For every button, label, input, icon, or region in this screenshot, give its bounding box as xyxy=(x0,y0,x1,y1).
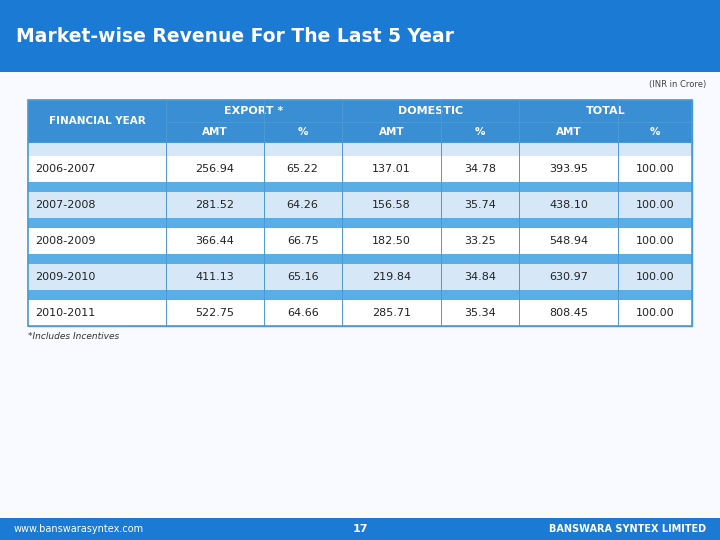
Text: %: % xyxy=(297,127,308,137)
Text: 2009-2010: 2009-2010 xyxy=(35,272,95,282)
Text: (INR in Crore): (INR in Crore) xyxy=(649,80,706,89)
FancyBboxPatch shape xyxy=(0,0,720,72)
FancyBboxPatch shape xyxy=(341,100,519,122)
Text: 366.44: 366.44 xyxy=(196,236,235,246)
Text: BANSWARA SYNTEX LIMITED: BANSWARA SYNTEX LIMITED xyxy=(549,524,706,534)
Text: 182.50: 182.50 xyxy=(372,236,411,246)
Text: 2010-2011: 2010-2011 xyxy=(35,308,95,318)
FancyBboxPatch shape xyxy=(28,182,692,192)
Text: EXPORT *: EXPORT * xyxy=(225,106,284,116)
Text: AMT: AMT xyxy=(556,127,582,137)
Text: 393.95: 393.95 xyxy=(549,164,588,174)
Text: AMT: AMT xyxy=(379,127,404,137)
FancyBboxPatch shape xyxy=(28,290,692,300)
Text: 100.00: 100.00 xyxy=(636,236,675,246)
Text: 548.94: 548.94 xyxy=(549,236,588,246)
FancyBboxPatch shape xyxy=(441,122,519,142)
Text: 2007-2008: 2007-2008 xyxy=(35,200,96,210)
Text: 808.45: 808.45 xyxy=(549,308,588,318)
Text: 522.75: 522.75 xyxy=(196,308,235,318)
FancyBboxPatch shape xyxy=(28,100,692,326)
Text: AMT: AMT xyxy=(202,127,228,137)
Text: 438.10: 438.10 xyxy=(549,200,588,210)
Text: Market-wise Revenue For The Last 5 Year: Market-wise Revenue For The Last 5 Year xyxy=(16,26,454,45)
FancyBboxPatch shape xyxy=(28,192,692,218)
FancyBboxPatch shape xyxy=(28,100,166,142)
Text: 100.00: 100.00 xyxy=(636,200,675,210)
FancyBboxPatch shape xyxy=(166,122,264,142)
Text: 100.00: 100.00 xyxy=(636,308,675,318)
Text: 65.22: 65.22 xyxy=(287,164,319,174)
Text: 219.84: 219.84 xyxy=(372,272,411,282)
FancyBboxPatch shape xyxy=(341,122,441,142)
Text: 281.52: 281.52 xyxy=(196,200,235,210)
Text: TOTAL: TOTAL xyxy=(585,106,625,116)
Text: 66.75: 66.75 xyxy=(287,236,318,246)
Text: 411.13: 411.13 xyxy=(196,272,235,282)
FancyBboxPatch shape xyxy=(28,300,692,326)
Text: 64.26: 64.26 xyxy=(287,200,319,210)
Text: 2008-2009: 2008-2009 xyxy=(35,236,96,246)
Text: FINANCIAL YEAR: FINANCIAL YEAR xyxy=(49,116,145,126)
Text: 35.34: 35.34 xyxy=(464,308,496,318)
Text: 100.00: 100.00 xyxy=(636,272,675,282)
Text: 285.71: 285.71 xyxy=(372,308,411,318)
FancyBboxPatch shape xyxy=(28,142,692,156)
FancyBboxPatch shape xyxy=(166,100,341,122)
FancyBboxPatch shape xyxy=(519,100,692,122)
Text: 64.66: 64.66 xyxy=(287,308,318,318)
FancyBboxPatch shape xyxy=(28,254,692,264)
Text: 35.74: 35.74 xyxy=(464,200,496,210)
Text: *Includes Incentives: *Includes Incentives xyxy=(28,332,120,341)
Text: 630.97: 630.97 xyxy=(549,272,588,282)
FancyBboxPatch shape xyxy=(264,122,341,142)
FancyBboxPatch shape xyxy=(28,218,692,228)
Text: 33.25: 33.25 xyxy=(464,236,496,246)
FancyBboxPatch shape xyxy=(519,122,618,142)
Text: 17: 17 xyxy=(352,524,368,534)
FancyBboxPatch shape xyxy=(618,122,692,142)
Text: 137.01: 137.01 xyxy=(372,164,410,174)
Text: www.banswarasyntex.com: www.banswarasyntex.com xyxy=(14,524,144,534)
FancyBboxPatch shape xyxy=(28,264,692,290)
Text: 34.84: 34.84 xyxy=(464,272,496,282)
Text: 65.16: 65.16 xyxy=(287,272,318,282)
Text: %: % xyxy=(650,127,660,137)
Text: 2006-2007: 2006-2007 xyxy=(35,164,95,174)
Text: DOMESTIC: DOMESTIC xyxy=(397,106,463,116)
Text: 156.58: 156.58 xyxy=(372,200,410,210)
Text: 100.00: 100.00 xyxy=(636,164,675,174)
FancyBboxPatch shape xyxy=(28,156,692,182)
Text: %: % xyxy=(474,127,485,137)
FancyBboxPatch shape xyxy=(0,518,720,540)
Text: 256.94: 256.94 xyxy=(196,164,235,174)
Text: 34.78: 34.78 xyxy=(464,164,496,174)
FancyBboxPatch shape xyxy=(28,228,692,254)
